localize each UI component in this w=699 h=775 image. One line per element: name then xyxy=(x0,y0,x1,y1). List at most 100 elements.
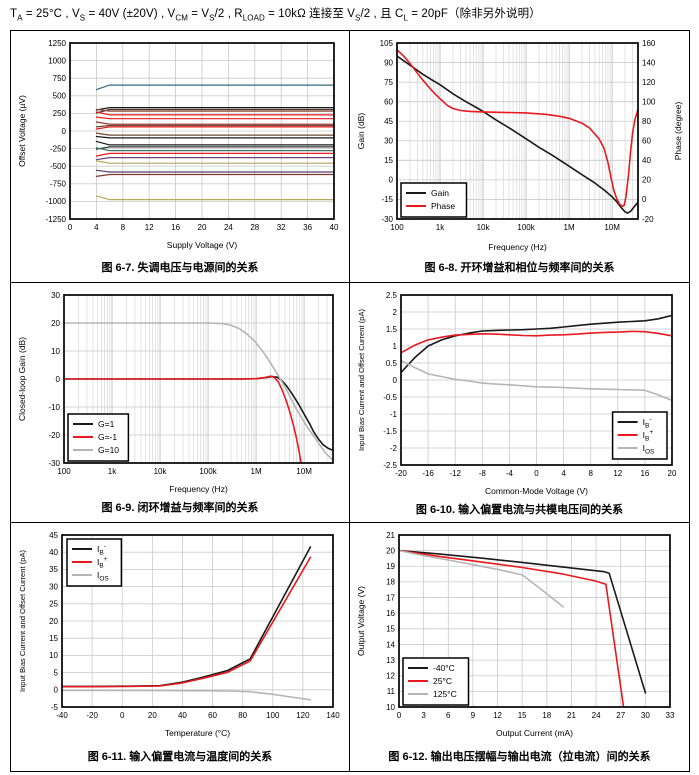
svg-text:750: 750 xyxy=(52,74,66,83)
svg-text:125°C: 125°C xyxy=(433,689,457,699)
svg-text:100: 100 xyxy=(57,467,71,476)
svg-text:12: 12 xyxy=(613,469,622,478)
svg-text:6: 6 xyxy=(446,711,451,720)
svg-text:-250: -250 xyxy=(49,144,66,153)
svg-text:5: 5 xyxy=(53,668,58,677)
svg-text:45: 45 xyxy=(384,117,393,126)
svg-text:60: 60 xyxy=(384,97,393,106)
svg-text:0: 0 xyxy=(67,223,72,232)
svg-text:Phase (degree): Phase (degree) xyxy=(673,102,683,161)
svg-text:IB-: IB- xyxy=(97,543,106,557)
svg-text:12: 12 xyxy=(144,223,153,232)
svg-text:15: 15 xyxy=(49,634,58,643)
svg-text:1: 1 xyxy=(393,342,398,351)
svg-text:140: 140 xyxy=(326,711,340,720)
svg-text:250: 250 xyxy=(52,109,66,118)
svg-text:100: 100 xyxy=(642,97,656,106)
svg-text:28: 28 xyxy=(250,223,259,232)
svg-text:32: 32 xyxy=(276,223,285,232)
svg-text:10M: 10M xyxy=(604,223,620,232)
svg-text:18: 18 xyxy=(542,711,551,720)
svg-text:0: 0 xyxy=(389,176,394,185)
input-bias-current-vs-common-mode-voltage-chart: -20 -16 -12 -8 -4 0 4 8 12 16 20 -2.5 -2 -1.5 -1 -0.5 0 0… xyxy=(353,287,686,504)
closed-loop-gain-vs-frequency-chart: 100 1k 10k 100k 1M 10M -30 -20 -10 0 10 20 30 Frequen… xyxy=(14,287,347,502)
test-conditions-header: TA = 25°C , VS = 40V (±20V) , VCM = VS/2… xyxy=(10,8,541,23)
svg-text:0: 0 xyxy=(534,469,539,478)
svg-text:10: 10 xyxy=(386,703,395,712)
svg-text:8: 8 xyxy=(120,223,125,232)
svg-text:-20: -20 xyxy=(642,215,654,224)
svg-text:Frequency (Hz): Frequency (Hz) xyxy=(169,484,228,494)
svg-text:0: 0 xyxy=(397,711,402,720)
chart-svg: 0 3 6 9 12 15 18 21 24 27 30 33 10 11 12 13 14 15 16 17 18 19… xyxy=(356,531,675,738)
svg-text:-1.5: -1.5 xyxy=(383,427,397,436)
input-bias-current-vs-temperature-chart: -40 -20 0 20 40 60 80 100 120 140 -5 0 5 10 15 20 25 30 35… xyxy=(14,527,347,746)
svg-text:IB+: IB+ xyxy=(643,429,654,443)
svg-text:20: 20 xyxy=(49,617,58,626)
svg-text:160: 160 xyxy=(642,39,656,48)
svg-text:Offset Voltage (µV): Offset Voltage (µV) xyxy=(17,95,27,167)
svg-text:40: 40 xyxy=(642,156,651,165)
svg-text:0: 0 xyxy=(61,127,66,136)
svg-text:1M: 1M xyxy=(250,467,261,476)
svg-text:1k: 1k xyxy=(107,467,116,476)
svg-text:20: 20 xyxy=(386,546,395,555)
svg-text:-15: -15 xyxy=(381,195,393,204)
svg-text:21: 21 xyxy=(386,531,395,540)
svg-text:10k: 10k xyxy=(153,467,167,476)
svg-text:Frequency (Hz): Frequency (Hz) xyxy=(488,242,547,252)
svg-text:120: 120 xyxy=(642,78,656,87)
svg-text:IB+: IB+ xyxy=(97,556,108,570)
output-voltage-vs-output-current-chart: 0 3 6 9 12 15 18 21 24 27 30 33 10 11 12 13 14 15 16 17 18 19… xyxy=(353,527,686,746)
svg-text:100k: 100k xyxy=(517,223,535,232)
svg-text:-8: -8 xyxy=(479,469,487,478)
svg-text:Input Bias Current and Offset: Input Bias Current and Offset Current (p… xyxy=(357,308,366,451)
svg-text:0: 0 xyxy=(393,376,398,385)
svg-text:-4: -4 xyxy=(506,469,514,478)
svg-text:14: 14 xyxy=(386,640,395,649)
svg-text:20: 20 xyxy=(147,711,156,720)
svg-text:15: 15 xyxy=(384,156,393,165)
svg-text:G=10: G=10 xyxy=(98,445,119,455)
svg-text:-500: -500 xyxy=(49,162,66,171)
figure-6-9-caption: 图 6-9. 闭环增益与频率间的关系 xyxy=(101,502,259,515)
svg-text:1.5: 1.5 xyxy=(386,325,398,334)
figure-6-8-caption: 图 6-8. 开环增益和相位与频率间的关系 xyxy=(424,262,615,275)
svg-text:24: 24 xyxy=(223,223,232,232)
svg-text:45: 45 xyxy=(49,531,58,540)
figure-6-12-cell: 0 3 6 9 12 15 18 21 24 27 30 33 10 11 12 13 14 15 16 17 18 19… xyxy=(350,523,689,771)
svg-text:Output Current (mA): Output Current (mA) xyxy=(496,728,573,738)
svg-text:-40: -40 xyxy=(56,711,68,720)
svg-text:17: 17 xyxy=(386,593,395,602)
svg-text:30: 30 xyxy=(49,582,58,591)
svg-text:9: 9 xyxy=(471,711,476,720)
svg-text:IOS: IOS xyxy=(643,443,655,456)
svg-text:19: 19 xyxy=(386,562,395,571)
svg-text:Common-Mode Voltage (V): Common-Mode Voltage (V) xyxy=(485,486,588,496)
svg-text:20: 20 xyxy=(668,469,677,478)
svg-text:-2: -2 xyxy=(390,444,398,453)
svg-text:15: 15 xyxy=(386,625,395,634)
svg-text:-1: -1 xyxy=(390,410,398,419)
svg-text:100: 100 xyxy=(266,711,280,720)
svg-text:1000: 1000 xyxy=(48,56,66,65)
svg-text:25°C: 25°C xyxy=(433,676,452,686)
svg-text:-12: -12 xyxy=(449,469,461,478)
svg-text:Phase: Phase xyxy=(431,201,455,211)
chart-svg: 100 1k 10k 100k 1M 10M -30 -20 -10 0 10 20 30 Frequen… xyxy=(17,291,334,494)
svg-text:15: 15 xyxy=(518,711,527,720)
svg-text:10: 10 xyxy=(51,347,60,356)
svg-text:30: 30 xyxy=(641,711,650,720)
svg-text:-16: -16 xyxy=(422,469,434,478)
svg-text:20: 20 xyxy=(51,319,60,328)
svg-text:20: 20 xyxy=(197,223,206,232)
svg-text:80: 80 xyxy=(642,117,651,126)
offset-voltage-vs-supply-voltage-chart: 0 4 8 12 16 20 24 28 32 36 40 -1250 -1000 -750 -500 -25… xyxy=(14,35,347,258)
svg-text:10M: 10M xyxy=(296,467,312,476)
figure-6-12-caption: 图 6-12. 输出电压摆幅与输出电流（拉电流）间的关系 xyxy=(388,751,651,764)
svg-text:27: 27 xyxy=(616,711,625,720)
svg-text:-750: -750 xyxy=(49,180,66,189)
chart-svg: -40 -20 0 20 40 60 80 100 120 140 -5 0 5 10 15 20 25 30 35… xyxy=(18,531,340,738)
svg-text:100: 100 xyxy=(390,223,404,232)
svg-text:G=1: G=1 xyxy=(98,419,115,429)
